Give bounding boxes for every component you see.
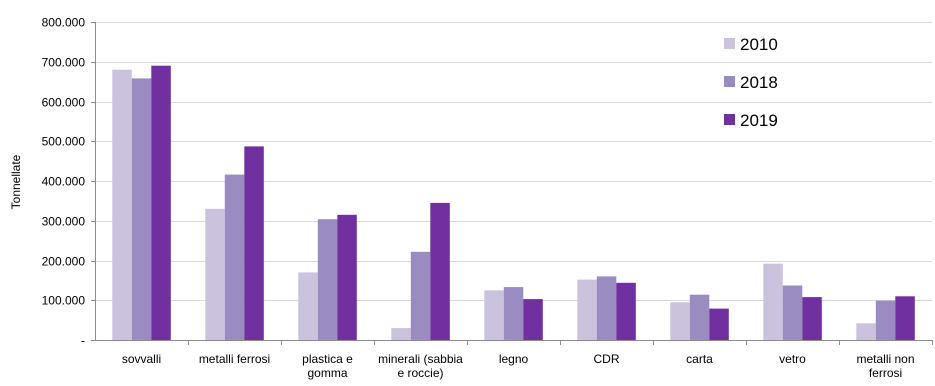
bar-2019-4 bbox=[523, 299, 543, 340]
y-tick-label: - bbox=[81, 334, 85, 348]
x-axis: sovvalli metalli ferrosi plastica e gomma mi… bbox=[95, 340, 933, 380]
x-tick-label-line: sovvalli bbox=[122, 352, 161, 366]
bar-2010-7 bbox=[763, 263, 783, 340]
x-tick-label-line: ferrosi bbox=[869, 366, 902, 380]
x-tick-label-line: vetro bbox=[779, 352, 806, 366]
x-tick-label-line: plastica e bbox=[302, 352, 353, 366]
legend-label: 2018 bbox=[740, 73, 778, 92]
bar-2018-2 bbox=[317, 219, 338, 340]
bar-2019-3 bbox=[430, 202, 450, 340]
x-tick-label-line: metalli ferrosi bbox=[199, 352, 270, 366]
x-tick-label: legno bbox=[499, 352, 529, 366]
legend-swatch bbox=[724, 76, 735, 87]
bar-2018-3 bbox=[410, 251, 431, 340]
y-tick-label: 500.000 bbox=[42, 135, 86, 149]
y-tick-label: 700.000 bbox=[42, 56, 86, 70]
bar-2010-4 bbox=[484, 290, 504, 340]
x-tick-label: CDR bbox=[594, 352, 620, 366]
legend-swatch bbox=[724, 114, 735, 125]
bar-2010-3 bbox=[391, 328, 411, 340]
bar-2010-0 bbox=[112, 69, 132, 340]
x-tick-label-line: gomma bbox=[307, 366, 347, 380]
bar-2018-6 bbox=[689, 294, 710, 340]
bar-2019-2 bbox=[337, 214, 357, 340]
x-tick-label: vetro bbox=[779, 352, 806, 366]
y-axis: - 100.000 200.000 300.000 400.000 500.000 600.… bbox=[42, 16, 96, 348]
bar-2018-8 bbox=[875, 300, 896, 340]
x-tick-label: carta bbox=[686, 352, 713, 366]
bar-2019-6 bbox=[709, 308, 729, 340]
bar-2010-8 bbox=[856, 323, 876, 340]
legend-label: 2019 bbox=[740, 111, 778, 130]
y-tick-label: 100.000 bbox=[42, 294, 86, 308]
bar-2019-8 bbox=[895, 296, 915, 340]
x-tick-label: plastica e gomma bbox=[302, 352, 353, 380]
bar-2018-7 bbox=[782, 285, 803, 340]
y-tick-label: 400.000 bbox=[42, 175, 86, 189]
legend: 2010 2018 2019 bbox=[724, 35, 778, 130]
bar-2019-7 bbox=[802, 297, 822, 340]
x-tick-label-line: minerali (sabbia bbox=[378, 352, 463, 366]
x-tick-label-line: legno bbox=[499, 352, 529, 366]
x-tick-label: sovvalli bbox=[122, 352, 161, 366]
x-tick-label-line: e roccie) bbox=[397, 366, 443, 380]
bar-2019-1 bbox=[244, 146, 264, 340]
legend-swatch bbox=[724, 38, 735, 49]
bar-2018-1 bbox=[224, 174, 245, 340]
bar-2018-5 bbox=[596, 276, 617, 340]
bar-2018-4 bbox=[503, 287, 524, 340]
x-tick-label-line: CDR bbox=[594, 352, 620, 366]
bar-2019-0 bbox=[151, 65, 171, 340]
x-tick-label: metalli non ferrosi bbox=[856, 352, 914, 380]
y-tick-label: 600.000 bbox=[42, 96, 86, 110]
x-tick-label: metalli ferrosi bbox=[199, 352, 270, 366]
y-tick-label: 300.000 bbox=[42, 215, 86, 229]
x-tick-label-line: metalli non bbox=[856, 352, 914, 366]
y-axis-title: Tonnellate bbox=[9, 154, 23, 209]
legend-label: 2010 bbox=[740, 35, 778, 54]
bar-2018-0 bbox=[131, 78, 152, 341]
bar-2010-5 bbox=[577, 279, 597, 340]
bar-2010-2 bbox=[298, 272, 318, 340]
bars bbox=[112, 65, 915, 341]
x-tick-label: minerali (sabbia e roccie) bbox=[378, 352, 463, 380]
x-tick-label-line: carta bbox=[686, 352, 713, 366]
bar-2010-1 bbox=[205, 208, 225, 340]
y-tick-label: 800.000 bbox=[42, 16, 86, 30]
bar-2010-6 bbox=[670, 302, 690, 340]
bar-2019-5 bbox=[616, 282, 636, 340]
y-tick-label: 200.000 bbox=[42, 255, 86, 269]
